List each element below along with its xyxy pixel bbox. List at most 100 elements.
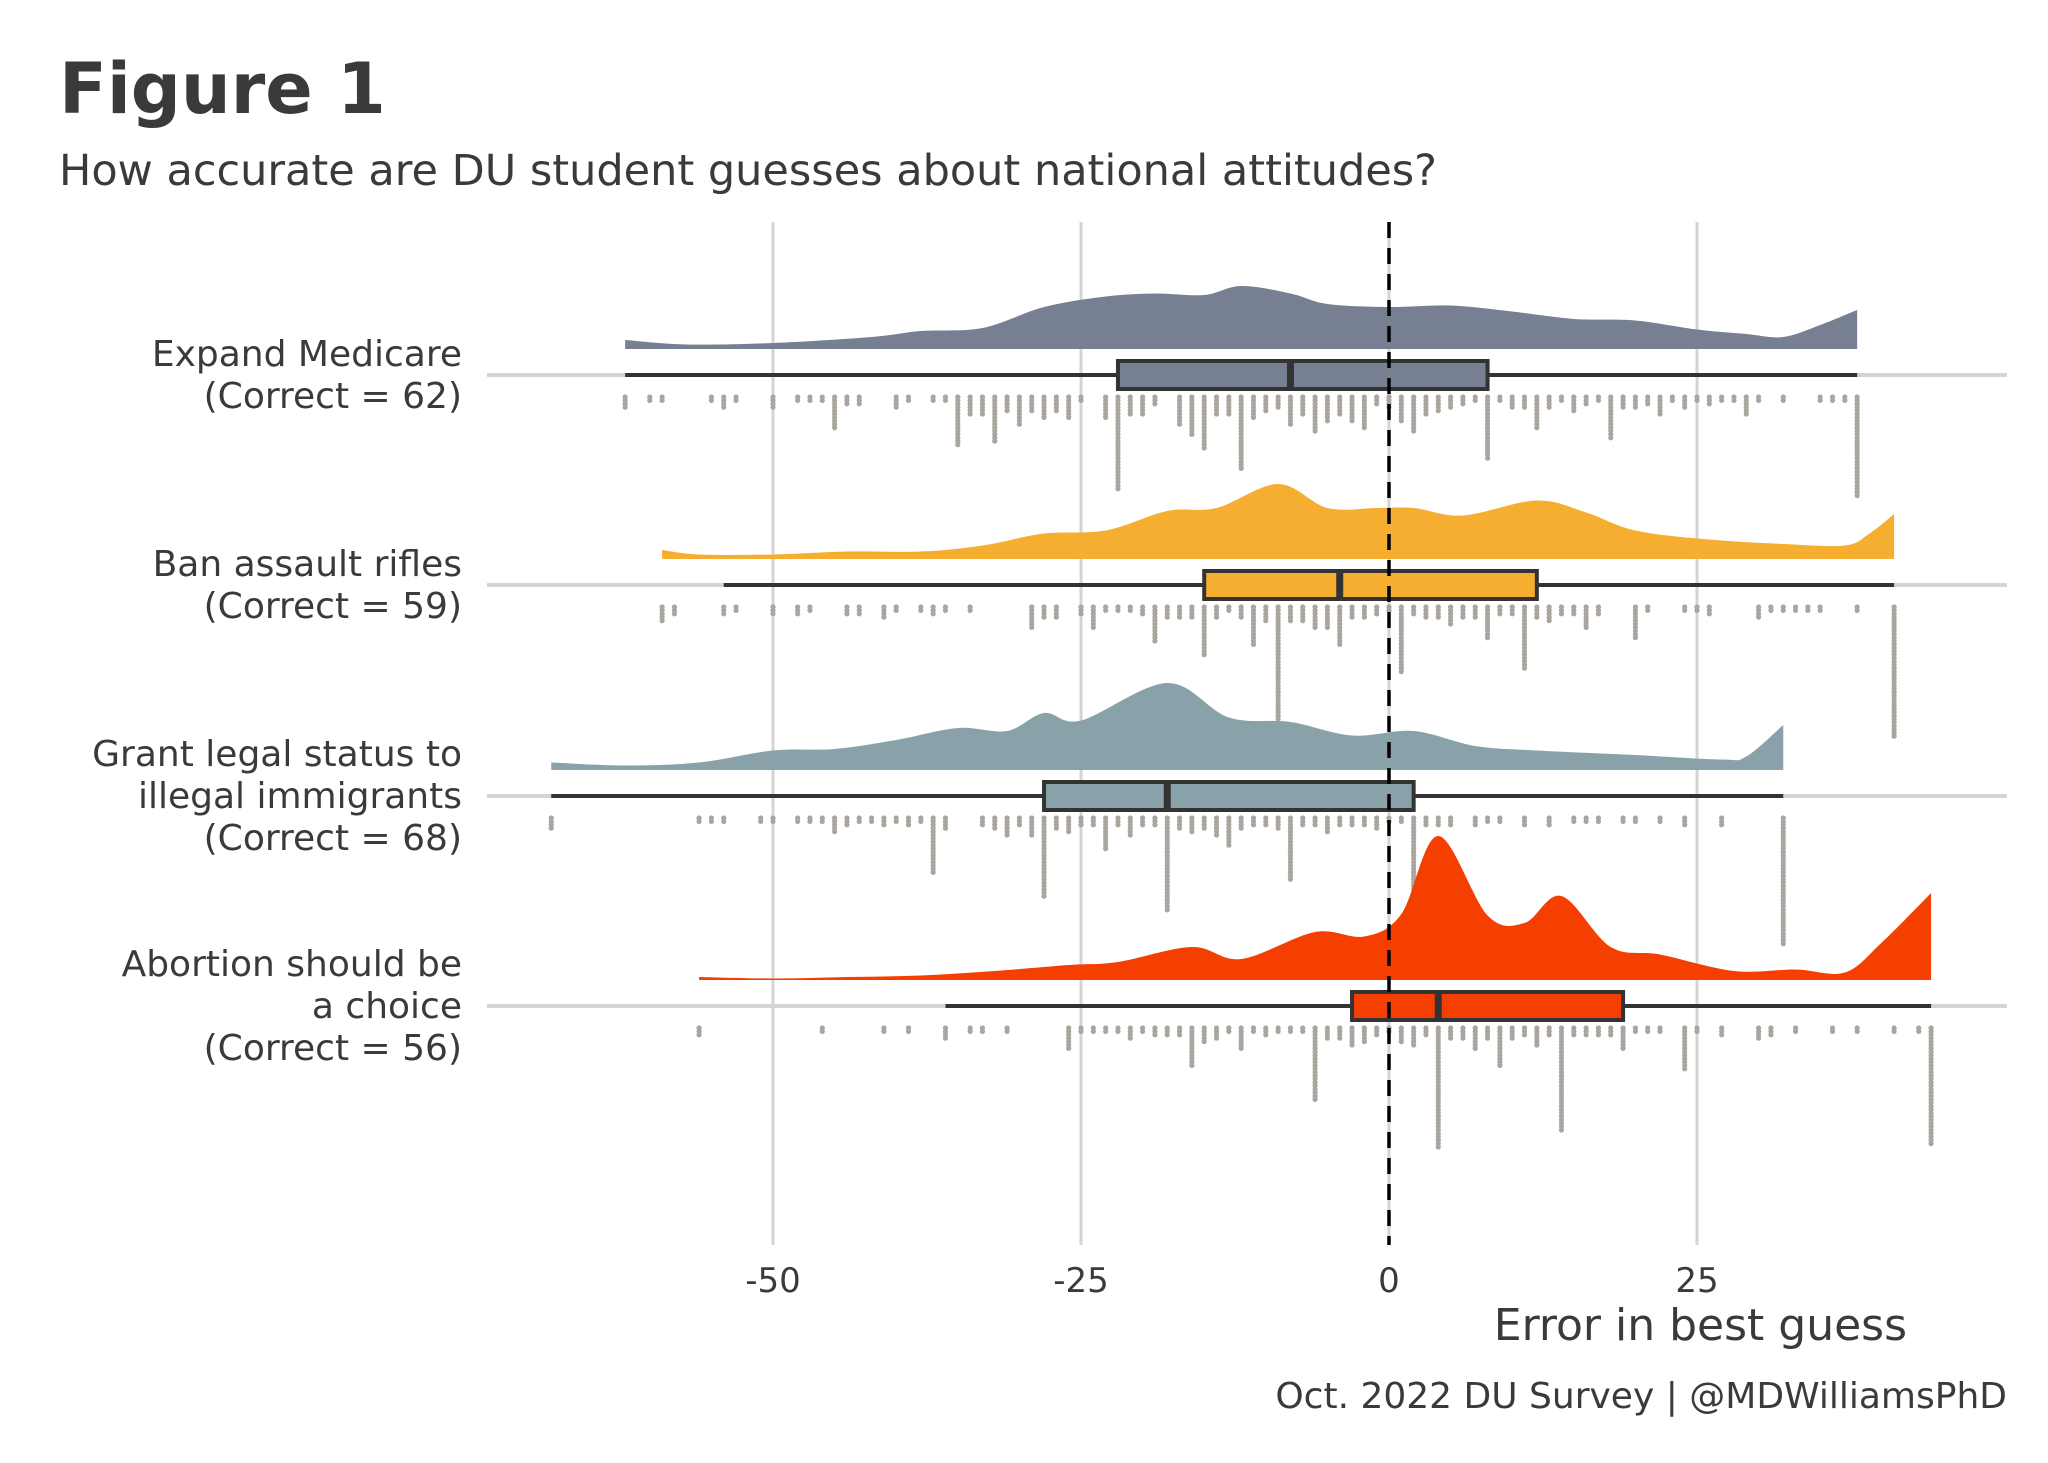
data-dot [844, 401, 850, 407]
data-dot [1337, 822, 1343, 828]
data-dot [1090, 624, 1096, 631]
data-dot [1152, 638, 1158, 644]
data-dot [721, 611, 727, 617]
data-dot [1780, 607, 1786, 614]
data-dot [1583, 624, 1589, 631]
data-dot [1312, 428, 1318, 434]
data-dot [1398, 818, 1404, 825]
data-dot [1361, 1039, 1367, 1045]
data-dot [1176, 614, 1183, 620]
data-dot [1595, 1032, 1602, 1038]
data-dot [1275, 825, 1281, 831]
data-dot [1448, 621, 1454, 627]
data-dot [992, 438, 998, 444]
data-dot [1558, 611, 1565, 617]
data-dot [1497, 818, 1503, 825]
series-ban-assault-rifles [487, 484, 2007, 743]
data-dot [1792, 1028, 1799, 1034]
data-dot [1792, 607, 1799, 614]
data-dot [967, 411, 973, 417]
data-dot [930, 397, 936, 403]
data-dot [1312, 1096, 1318, 1102]
data-dot [1176, 1032, 1183, 1038]
data-dot [955, 442, 961, 448]
data-dot [1509, 1035, 1515, 1041]
data-dot [1620, 1045, 1626, 1051]
data-dot [1497, 1062, 1503, 1068]
dot-stacks [622, 394, 1860, 499]
data-dot [1201, 445, 1207, 451]
iqr-box [1350, 990, 1626, 1022]
y-axis-label: Expand Medicare [152, 334, 462, 375]
data-dot [905, 822, 912, 828]
data-dot [1891, 733, 1897, 739]
data-dot [1768, 607, 1774, 614]
density-area [551, 682, 1784, 770]
data-dot [1719, 822, 1725, 828]
y-axis-label: illegal immigrants [138, 776, 462, 817]
data-dot [1337, 1035, 1343, 1041]
data-dot [1546, 1032, 1552, 1038]
data-dot [1115, 822, 1121, 828]
data-dot [1004, 1028, 1010, 1034]
data-dot [1213, 411, 1220, 417]
data-dot [1127, 411, 1133, 417]
y-axis-label: (Correct = 68) [204, 818, 462, 859]
data-dot [1041, 614, 1047, 620]
iqr-box [1202, 569, 1539, 601]
data-dot [1534, 1042, 1540, 1048]
data-dot [1140, 1028, 1146, 1034]
data-dot [1435, 614, 1441, 620]
data-dot [622, 404, 628, 410]
data-dot [1263, 618, 1269, 624]
data-dot [807, 607, 813, 614]
data-dot [1829, 397, 1836, 403]
data-dot [832, 425, 838, 431]
data-dot [1398, 669, 1404, 675]
data-dot [1817, 607, 1823, 614]
data-dot [1066, 414, 1072, 420]
data-dot [1016, 421, 1023, 427]
data-dot [1004, 408, 1010, 414]
data-dot [979, 1028, 986, 1034]
data-dot [1423, 1032, 1429, 1038]
data-dot [1140, 611, 1146, 617]
data-dot [1300, 618, 1306, 624]
data-dot [708, 818, 715, 825]
series-rows [487, 285, 2007, 1150]
data-dot [881, 614, 887, 620]
data-dot [1103, 846, 1109, 852]
data-dot [1090, 1028, 1096, 1034]
data-dot [905, 1028, 912, 1034]
data-dot [942, 397, 949, 403]
data-dot [979, 822, 986, 828]
data-dot [733, 397, 739, 403]
data-dot [1497, 397, 1503, 403]
data-dot [868, 818, 875, 825]
data-dot [1287, 618, 1294, 624]
data-dot [844, 611, 850, 617]
series-grant-legal-status-to-illegal-immigrants [487, 682, 2007, 947]
data-dot [1423, 614, 1429, 620]
data-dot [1078, 1028, 1084, 1034]
data-dot [1115, 486, 1121, 492]
data-dot [1854, 493, 1860, 499]
data-dot [979, 411, 986, 417]
data-dot [1632, 404, 1638, 410]
data-dot [1448, 404, 1454, 410]
figure-title: Figure 1 [59, 48, 386, 130]
data-dot [548, 825, 554, 831]
data-dot [1497, 611, 1503, 617]
data-dot [1103, 607, 1109, 614]
data-dot [1324, 1035, 1330, 1041]
data-dot [905, 397, 912, 403]
data-dot [1090, 822, 1096, 828]
data-dot [856, 818, 862, 825]
data-dot [1041, 414, 1047, 420]
data-dot [1398, 418, 1404, 424]
data-dot [1213, 1035, 1220, 1041]
data-dot [893, 607, 899, 614]
data-dot [1312, 624, 1318, 631]
data-dot [1571, 408, 1577, 414]
